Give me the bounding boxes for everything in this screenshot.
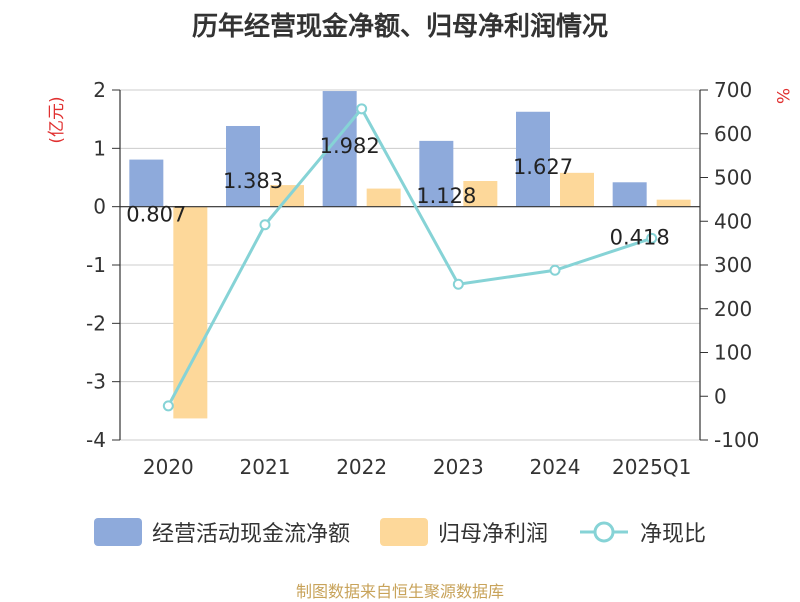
right-tick-label: 100 — [714, 341, 752, 365]
legend-label-cashflow: 经营活动现金流净额 — [151, 522, 350, 547]
data-label-cashflow: 0.418 — [610, 225, 670, 249]
right-tick-label: 200 — [714, 297, 752, 321]
ratio-line — [167, 106, 653, 407]
x-tick-label: 2021 — [240, 455, 291, 479]
chart-title: 历年经营现金净额、归母净利润情况 — [191, 12, 608, 42]
legend: 经营活动现金流净额 归母净利润 净现比 — [0, 516, 800, 548]
ratio-point — [162, 400, 174, 412]
bar-netprofit — [463, 181, 498, 207]
bar-netprofit — [560, 172, 594, 207]
bar-cashflow — [129, 159, 164, 207]
ratio-point — [259, 219, 271, 231]
data-label-cashflow: 1.627 — [513, 155, 573, 179]
legend-item-cashflow[interactable]: 经营活动现金流净额 — [93, 516, 350, 548]
bar-cashflow — [516, 111, 550, 207]
x-tick-label: 2025Q1 — [612, 455, 691, 479]
x-tick-label: 2024 — [530, 455, 581, 479]
legend-swatch-netprofit — [379, 518, 428, 546]
data-labels: 0.807 1.383 1.982 1.128 1.627 0.418 — [126, 134, 669, 249]
bar-netprofit — [366, 188, 401, 207]
data-label-cashflow: 0.807 — [126, 203, 186, 227]
legend-label-ratio: 净现比 — [640, 522, 707, 547]
legend-label-netprofit: 归母净利润 — [437, 522, 548, 547]
right-tick-label: 300 — [714, 253, 752, 277]
right-axis-unit: % — [772, 88, 792, 104]
left-tick-label: 0 — [93, 195, 106, 219]
ratio-point — [646, 232, 658, 244]
bar-cashflow — [419, 140, 454, 207]
left-tick-label: -1 — [86, 253, 106, 277]
data-label-cashflow: 1.128 — [416, 184, 476, 208]
line-series — [162, 103, 658, 412]
right-tick-label: 400 — [714, 209, 752, 233]
left-tick-label: -4 — [86, 428, 106, 452]
data-label-cashflow: 1.982 — [320, 134, 380, 158]
bar-cashflow — [612, 182, 647, 207]
legend-line-icon — [580, 521, 628, 543]
bar-cashflow — [226, 125, 260, 207]
data-label-cashflow: 1.383 — [223, 169, 283, 193]
left-tick-label: 2 — [93, 78, 106, 102]
right-tick-label: 700 — [714, 78, 752, 102]
right-tick-label: 500 — [714, 166, 752, 190]
x-tick-label: 2022 — [336, 455, 387, 479]
source-note: 制图数据来自恒生聚源数据库 — [295, 582, 504, 601]
ratio-point — [452, 278, 464, 290]
right-tick-label: 600 — [714, 122, 752, 146]
left-tick-label: -2 — [86, 311, 106, 335]
right-tick-label: 0 — [714, 384, 727, 408]
legend-item-ratio[interactable]: 净现比 — [578, 516, 706, 548]
ratio-point — [356, 103, 368, 115]
legend-item-netprofit[interactable]: 归母净利润 — [379, 516, 548, 548]
ratio-point — [549, 264, 561, 276]
left-axis-unit: (亿元) — [47, 96, 67, 143]
left-tick-label: -3 — [86, 370, 106, 394]
left-tick-label: 1 — [93, 136, 106, 160]
x-tick-label: 2020 — [143, 455, 194, 479]
x-tick-label: 2023 — [433, 455, 484, 479]
bar-netprofit — [656, 199, 691, 207]
right-tick-label: -100 — [714, 428, 759, 452]
axes: 2 1 0 -1 -2 -3 -4 700 600 500 400 300 200 100 0 -100 (亿元… — [47, 78, 792, 479]
legend-swatch-cashflow — [93, 518, 142, 546]
